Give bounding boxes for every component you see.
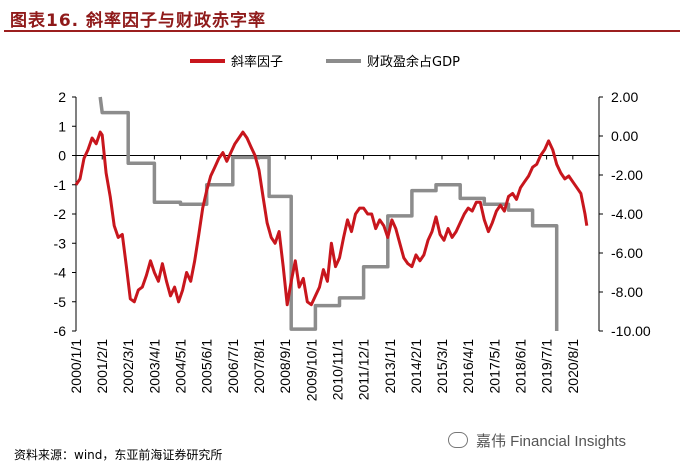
x-tick-label: 2008/9/1 (277, 339, 293, 394)
y-left-tick-label: 0 (58, 148, 66, 164)
y-right-tick-label: 2.00 (611, 89, 638, 105)
x-tick-label: 2016/4/1 (460, 339, 476, 394)
x-tick-label: 2010/11/1 (330, 339, 346, 400)
y-right-tick-label: 0.00 (611, 128, 638, 144)
x-tick-label: 2001/2/1 (94, 339, 110, 394)
y-left-tick-label: -5 (54, 294, 67, 310)
axes: 2 1 0 -1 -2 -3 -4 -5 -6 2.00 0.00 -2.00 -4.00 -6.00 -8… (54, 89, 651, 401)
series-line-fiscal (98, 96, 559, 331)
x-tick-label: 2011/12/1 (356, 339, 372, 400)
x-tick-label: 2015/3/1 (434, 339, 450, 394)
x-tick-label: 2014/2/1 (408, 339, 424, 394)
title-bar: 图表16. 斜率因子与财政赤字率 (4, 4, 680, 32)
y-right-tick-label: -4.00 (611, 206, 643, 222)
x-tick-label: 2000/1/1 (68, 339, 84, 394)
legend: 斜率因子 财政盈余占GDP (190, 54, 460, 70)
x-tick-label: 2009/10/1 (303, 339, 319, 401)
x-tick-label: 2003/4/1 (146, 339, 162, 394)
x-tick-label: 2013/1/1 (382, 339, 398, 394)
page-title: 图表16. 斜率因子与财政赤字率 (10, 11, 267, 31)
y-left-tick-label: -6 (54, 323, 67, 339)
wechat-icon (448, 432, 468, 448)
watermark: 嘉伟 Financial Insights (448, 430, 680, 456)
y-right-tick-label: -2.00 (611, 167, 643, 183)
y-left-tick-label: -4 (54, 265, 67, 281)
y-right-tick-label: -8.00 (611, 284, 643, 300)
x-tick-label: 2007/8/1 (251, 339, 267, 394)
y-right-tick-label: -10.00 (611, 323, 651, 339)
x-tick-label: 2020/8/1 (565, 339, 581, 394)
y-right-tick-label: -6.00 (611, 245, 643, 261)
legend-label-fiscal: 财政盈余占GDP (367, 54, 460, 70)
x-tick-label: 2002/3/1 (120, 339, 136, 394)
x-tick-label: 2017/5/1 (486, 339, 502, 394)
x-tick-label: 2005/6/1 (199, 339, 215, 394)
chart: 斜率因子 财政盈余占GDP 2 1 0 -1 -2 -3 -4 -5 -6 2.00 0.00 -2.… (54, 54, 651, 401)
watermark-text: 嘉伟 Financial Insights (476, 433, 627, 450)
x-tick-label: 2019/7/1 (539, 339, 555, 394)
y-left-tick-label: 1 (58, 118, 66, 134)
y-left-tick-label: -2 (54, 206, 67, 222)
y-left-tick-label: 2 (58, 89, 66, 105)
x-tick-label: 2006/7/1 (225, 339, 241, 394)
series-line-slope (74, 130, 589, 307)
legend-label-slope: 斜率因子 (231, 54, 283, 70)
y-left-tick-label: -1 (54, 177, 67, 193)
x-tick-label: 2004/5/1 (173, 339, 189, 394)
series-layer (74, 96, 589, 331)
source-note: 资料来源：wind，东亚前海证券研究所 (14, 448, 223, 462)
x-tick-label: 2018/6/1 (512, 339, 528, 394)
y-left-tick-label: -3 (54, 235, 67, 251)
